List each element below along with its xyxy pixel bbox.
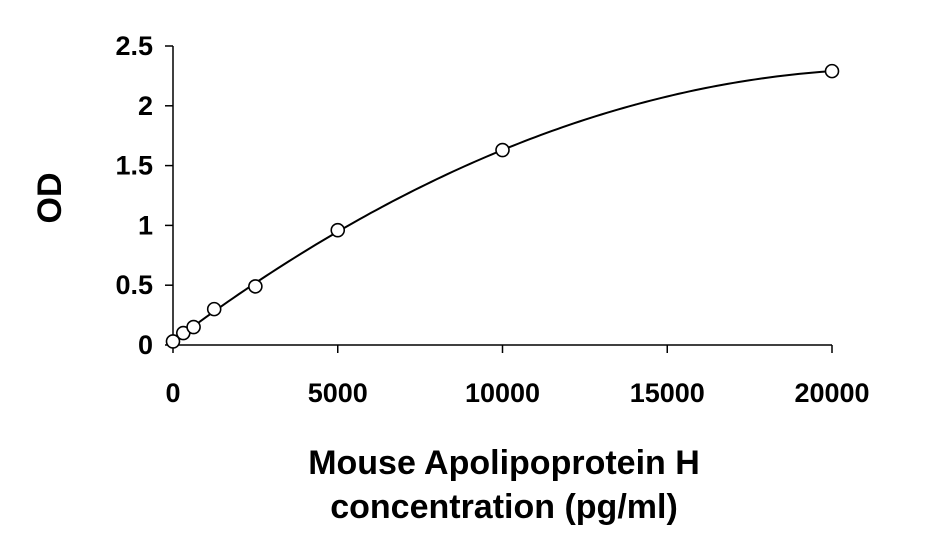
data-point (248, 279, 263, 294)
labels-layer: OD Mouse Apolipoprotein H concentration … (31, 173, 700, 527)
y-tick-label: 2 (138, 91, 153, 121)
y-tick-label: 0 (138, 330, 153, 360)
data-point (330, 222, 346, 238)
y-tick-label: 2.5 (115, 31, 153, 61)
x-tick-label: 10000 (465, 378, 540, 408)
data-point (495, 142, 510, 158)
y-tick-label: 1 (138, 210, 153, 240)
y-tick-label: 0.5 (115, 270, 153, 300)
x-axis-title-line-1: Mouse Apolipoprotein H (308, 444, 700, 482)
data-points-layer (165, 63, 840, 349)
x-tick-label: 20000 (794, 378, 869, 408)
x-axis-title-line-2: concentration (pg/ml) (330, 488, 678, 526)
x-tick-label: 0 (165, 378, 180, 408)
y-axis-title: OD (31, 173, 69, 224)
data-point (206, 301, 222, 317)
data-point (165, 334, 181, 349)
axes: 0 0.5 1 1.5 2 2.5 0 5000 10000 15000 20000 (115, 31, 869, 408)
trendline (172, 70, 833, 343)
data-point (186, 319, 201, 335)
trendline-layer (172, 70, 833, 343)
x-tick-label: 15000 (630, 378, 705, 408)
data-point (824, 63, 840, 79)
x-tick-label: 5000 (308, 378, 368, 408)
y-tick-label: 1.5 (115, 151, 153, 181)
